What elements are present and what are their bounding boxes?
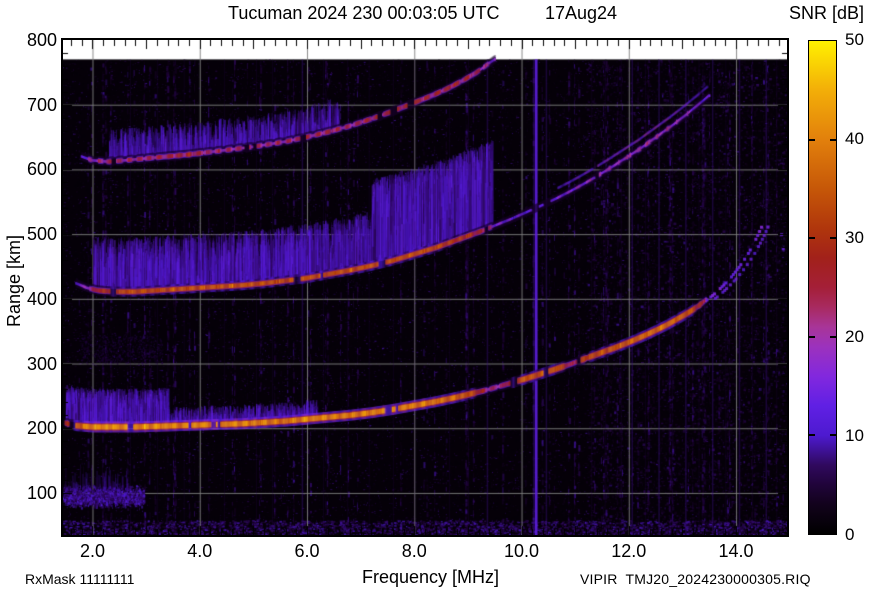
y-tick-label: 700 <box>26 94 57 115</box>
colorbar-tick-mark <box>830 434 836 437</box>
rx-mask-label: RxMask 11111111 <box>25 571 135 587</box>
y-axis-label: Range [km] <box>4 234 24 327</box>
y-tick-label: 600 <box>26 159 57 180</box>
x-tick-label: 12.0 <box>611 541 647 561</box>
plot-title-date: 17Aug24 <box>545 3 618 23</box>
colorbar-tick-label: 10 <box>845 426 864 445</box>
x-axis-label: Frequency [MHz] <box>362 567 500 587</box>
y-tick-label: 400 <box>26 288 57 309</box>
x-tick-label: 2.0 <box>79 541 105 561</box>
y-tick-label: 300 <box>26 353 57 374</box>
colorbar-tick-label: 30 <box>845 228 864 247</box>
plot-area <box>61 38 789 537</box>
y-tick-label: 800 <box>26 30 57 50</box>
x-tick-label: 6.0 <box>294 541 320 561</box>
colorbar-tick-mark <box>830 237 836 240</box>
colorbar-tick-label: 40 <box>845 129 864 148</box>
y-tick-label: 200 <box>26 418 57 439</box>
x-tick-label: 14.0 <box>718 541 754 561</box>
x-tick-label: 4.0 <box>187 541 213 561</box>
snr-colorbar <box>808 40 837 535</box>
colorbar-title: SNR [dB] <box>789 3 865 23</box>
x-tick-label: 8.0 <box>401 541 427 561</box>
y-tick-label: 100 <box>26 482 57 503</box>
colorbar-tick-mark <box>830 138 836 141</box>
colorbar-tick-mark <box>809 138 815 141</box>
colorbar-tick-mark <box>809 434 815 437</box>
colorbar-tick-mark <box>809 335 815 338</box>
y-tick-label: 500 <box>26 224 57 245</box>
colorbar-tick-label: 50 <box>845 30 864 49</box>
plot-title: Tucuman 2024 230 00:03:05 UTC <box>228 3 500 23</box>
x-tick-label: 10.0 <box>504 541 540 561</box>
colorbar-tick-mark <box>809 237 815 240</box>
ionogram-canvas <box>63 40 787 535</box>
colorbar-tick-mark <box>830 335 836 338</box>
colorbar-tick-label: 0 <box>845 525 855 544</box>
colorbar-tick-label: 20 <box>845 327 864 346</box>
data-file-label: VIPIR TMJ20_2024230000305.RIQ <box>580 571 811 587</box>
